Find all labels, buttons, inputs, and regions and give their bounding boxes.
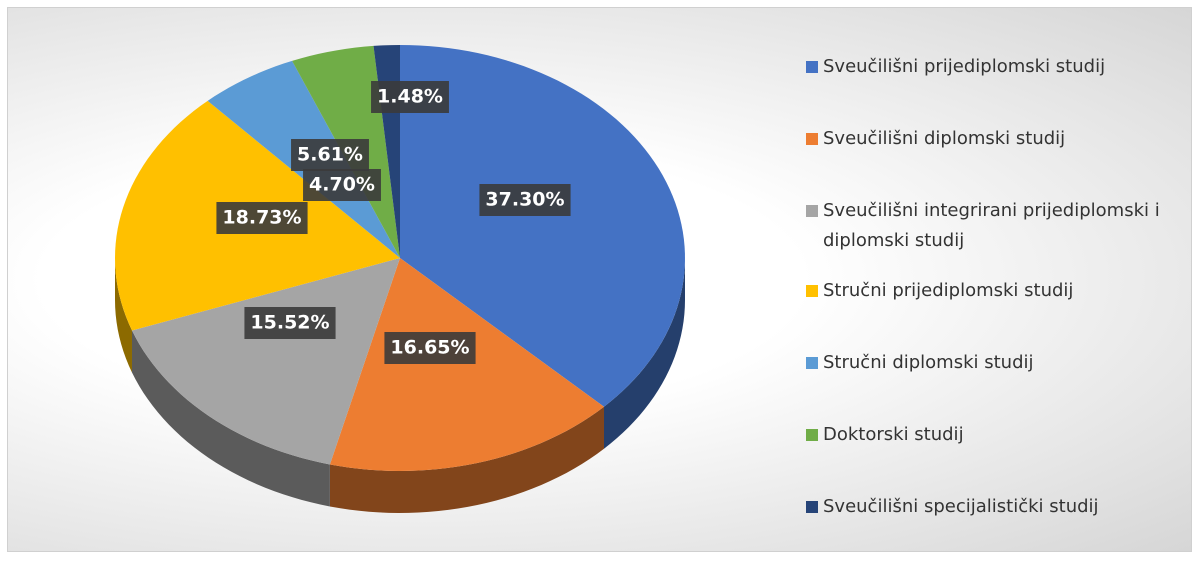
data-label-box (244, 307, 336, 339)
legend-item: Stručni diplomski studij (806, 348, 1166, 378)
data-label: 16.65% (390, 337, 469, 359)
slice-side (115, 258, 132, 373)
legend-swatch (806, 357, 818, 369)
slice-side (603, 258, 685, 449)
legend-swatch (806, 133, 818, 145)
data-label: 5.61% (297, 144, 363, 166)
legend-swatch (806, 429, 818, 441)
legend-label: Sveučilišni integrirani prijediplomski i… (823, 200, 1160, 251)
data-label-box (384, 332, 476, 364)
legend-swatch (806, 61, 818, 73)
legend-label: Doktorski studij (823, 424, 964, 445)
legend: Sveučilišni prijediplomski studij Sveučil… (806, 52, 1166, 522)
slice (400, 45, 685, 407)
legend-item: Sveučilišni specijalistički studij (806, 492, 1166, 522)
data-label-box (303, 169, 381, 201)
slice-side (131, 330, 330, 507)
legend-label: Sveučilišni specijalistički studij (823, 496, 1099, 517)
data-label: 37.30% (485, 189, 564, 211)
legend-label: Sveučilišni prijediplomski studij (823, 56, 1106, 77)
data-label: 1.48% (377, 86, 443, 108)
legend-item: Sveučilišni diplomski studij (806, 124, 1166, 154)
legend-item: Stručni prijediplomski studij (806, 276, 1166, 306)
legend-label: Stručni prijediplomski studij (823, 280, 1074, 301)
legend-swatch (806, 205, 818, 217)
legend-label: Stručni diplomski studij (823, 352, 1034, 373)
slice (329, 258, 604, 471)
data-label-box (479, 184, 571, 216)
slice-side (329, 406, 604, 513)
data-label: 18.73% (222, 207, 301, 229)
legend-swatch (806, 501, 818, 513)
data-label: 4.70% (309, 174, 375, 196)
legend-item: Sveučilišni prijediplomski studij (806, 52, 1166, 82)
legend-item: Doktorski studij (806, 420, 1166, 450)
data-label-box (371, 81, 449, 113)
data-label-box (216, 202, 308, 234)
legend-swatch (806, 285, 818, 297)
legend-label: Sveučilišni diplomski studij (823, 128, 1066, 149)
data-label: 15.52% (250, 312, 329, 334)
data-label-box (291, 139, 369, 171)
legend-item: Sveučilišni integrirani prijediplomski i… (806, 196, 1166, 256)
